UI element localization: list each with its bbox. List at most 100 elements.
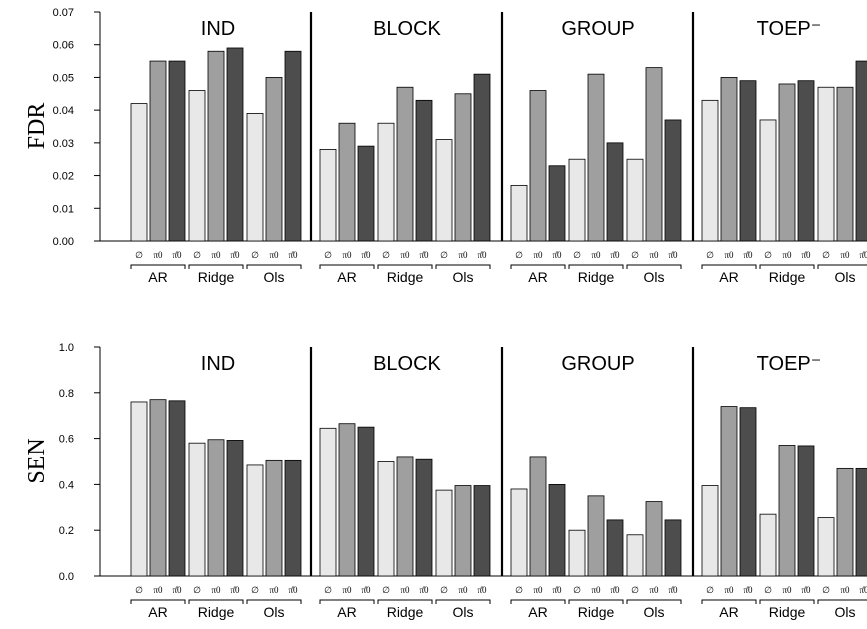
bar-label: ∅ [440,585,448,595]
bar-label: π0 [153,585,163,595]
group-label: AR [148,269,167,285]
bar [739,407,757,577]
bar-label: π0 [211,585,221,595]
bar [797,445,815,577]
bar-label: π0 [533,585,543,595]
chart-row-sen: 0.0 0.2 0.4 0.6 0.8 1.0 SEN IND ∅ π0 π̂0 ∅ π0 π̂0 ∅ π0 π… [24,342,867,620]
bar-label: π̂0 [288,585,298,595]
group-label: Ols [644,604,665,620]
bar-label: π̂0 [172,250,182,260]
y-tick-label: 0.06 [53,40,74,52]
bar-label: π0 [724,585,734,595]
bar [149,399,167,577]
bar-label: π0 [400,585,410,595]
panel-1: BLOCK ∅ π0 π̂0 ∅ π0 π̂0 ∅ π0 π̂0 AR Ridge Ols [319,18,491,285]
bar [817,86,835,242]
panel-2: GROUP ∅ π0 π̂0 ∅ π0 π̂0 ∅ π0 π̂0 AR Ridge Ols [510,353,682,620]
panel-3: TOEP⁻ ∅ π0 π̂0 ∅ π0 π̂0 ∅ π0 π̂0 AR Ridge Ols [701,353,867,620]
panel-title: TOEP⁻ [757,353,822,375]
group-label: Ridge [578,269,615,285]
bar [645,67,663,242]
bar [246,113,264,242]
bar-label: ∅ [764,250,772,260]
bar [284,50,302,242]
bar [836,467,854,577]
group-bracket [188,599,244,604]
bar-label: ∅ [764,585,772,595]
y-tick-label: 0.00 [53,236,74,248]
bar [396,456,414,577]
bar [435,489,453,577]
bar [855,60,867,242]
bar [357,426,375,577]
group-bracket [246,599,302,604]
bar-label: π̂0 [230,250,240,260]
group-label: Ols [835,604,856,620]
bar [473,485,491,577]
group-bracket [377,264,433,269]
group-label: Ols [264,604,285,620]
bar [319,148,337,242]
y-tick-label: 0.02 [53,171,74,183]
panel-title: TOEP⁻ [757,18,822,40]
bar-label: π̂0 [859,250,867,260]
bar-label: π̂0 [419,585,429,595]
bar [377,461,395,577]
bar-label: π̂0 [172,585,182,595]
group-bracket [817,264,867,269]
y-tick-label: 0.04 [53,105,74,117]
bar [130,401,148,577]
group-bracket [568,599,624,604]
bar [720,77,738,242]
group-bracket [510,599,566,604]
bar [226,440,244,577]
group-label: Ridge [387,604,424,620]
bar-label: ∅ [631,250,639,260]
bar [645,501,663,577]
bar-label: ∅ [324,250,332,260]
group-label: Ridge [769,269,806,285]
panel-title: GROUP [561,353,634,375]
group-label: AR [528,604,547,620]
bar-label: π̂0 [477,585,487,595]
y-tick-label: 0.8 [59,388,74,400]
group-bracket [130,599,186,604]
bar [188,442,206,577]
bar-label: π̂0 [859,585,867,595]
bar-label: π0 [269,250,279,260]
bar-label: ∅ [251,585,259,595]
bar-label: ∅ [706,585,714,595]
bar [415,458,433,577]
bar-label: π0 [342,250,352,260]
group-bracket [377,599,433,604]
bar [415,99,433,242]
group-bracket [701,599,757,604]
bar-label: ∅ [631,585,639,595]
bar [759,513,777,577]
bar [855,467,867,577]
bar-label: ∅ [706,250,714,260]
panel-0: IND ∅ π0 π̂0 ∅ π0 π̂0 ∅ π0 π̂0 AR Ridge Ols [130,18,302,285]
chart-row-fdr: 0.00 0.01 0.02 0.03 0.04 0.05 0.06 0.07 FDR IND ∅ π… [24,7,867,285]
bar-label: π0 [591,250,601,260]
bar [168,60,186,242]
bar-label: π̂0 [801,250,811,260]
bar [226,47,244,242]
bar [797,80,815,242]
group-bracket [319,599,375,604]
y-tick-label: 0.03 [53,138,74,150]
bar-label: ∅ [382,585,390,595]
bar-label: π0 [153,250,163,260]
group-bracket [435,264,491,269]
group-label: AR [148,604,167,620]
group-bracket [130,264,186,269]
bar [357,145,375,242]
bar [548,483,566,577]
bar-label: ∅ [193,250,201,260]
bar [510,184,528,242]
group-label: AR [719,604,738,620]
bar-label: ∅ [822,585,830,595]
bar-label: π0 [649,250,659,260]
bar [720,406,738,577]
group-bracket [568,264,624,269]
